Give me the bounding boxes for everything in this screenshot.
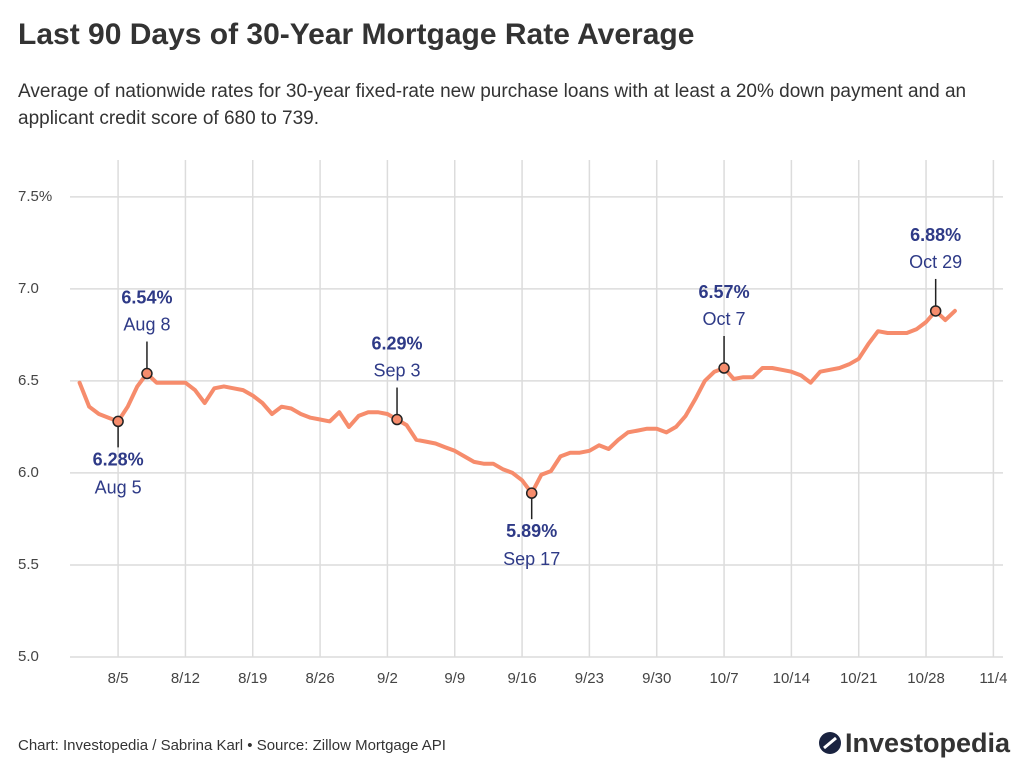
- annotation-point: [141, 367, 153, 380]
- chart-subtitle: Average of nationwide rates for 30-year …: [18, 81, 967, 129]
- y-tick-label: 6.5: [18, 372, 39, 389]
- brand-icon-mark: [823, 736, 837, 750]
- x-tick-label: 10/21: [840, 670, 878, 687]
- subtitle-box: Average of nationwide rates for 30-year …: [18, 81, 967, 129]
- x-tick-label: 9/9: [444, 670, 465, 687]
- y-tick-label: 5.0: [18, 648, 39, 665]
- y-tick-label: 7.5%: [18, 188, 52, 205]
- annotation-value: 6.54%: [121, 288, 172, 308]
- annotation-date: Oct 7: [703, 309, 746, 329]
- x-tick-label: 9/2: [377, 670, 398, 687]
- rate-line: [77, 308, 957, 496]
- annotation-point: [525, 487, 538, 499]
- annotation-value: 5.89%: [506, 521, 557, 541]
- x-tick-label: 9/30: [642, 670, 671, 687]
- annotation-value: 6.57%: [699, 282, 750, 302]
- x-tick-label: 9/23: [575, 670, 604, 687]
- x-tick-label: 8/19: [238, 670, 267, 687]
- annotation-date: Aug 8: [123, 315, 170, 335]
- annotation-date: Sep 17: [503, 549, 560, 569]
- chart-title: Last 90 Days of 30-Year Mortgage Rate Av…: [18, 18, 694, 51]
- x-tick-label: 10/7: [709, 670, 738, 687]
- x-tick-label: 9/16: [507, 670, 536, 687]
- x-tick-label: 11/4: [979, 670, 1007, 687]
- x-tick-label: 8/12: [171, 670, 200, 687]
- annotation-point: [929, 305, 942, 317]
- annotation-point: [391, 413, 403, 426]
- annotation-date: Sep 3: [374, 361, 421, 381]
- y-tick-label: 5.5: [18, 556, 39, 573]
- annotation-point: [112, 415, 124, 428]
- x-tick-label: 8/5: [108, 670, 129, 687]
- x-tick-label: 8/26: [305, 670, 334, 687]
- brand: Investopedia: [845, 728, 1011, 758]
- annotation-date: Oct 29: [909, 252, 962, 272]
- y-tick-label: 6.0: [18, 464, 39, 481]
- annotation-point: [718, 362, 730, 374]
- annotation-value: 6.28%: [93, 449, 144, 469]
- annotation-value: 6.88%: [910, 225, 961, 245]
- annotation-date: Aug 5: [95, 477, 142, 497]
- x-tick-label: 10/28: [907, 670, 945, 687]
- x-tick-label: 10/14: [773, 670, 811, 687]
- source: Chart: Investopedia / Sabrina Karl • Sou…: [18, 737, 446, 754]
- annotation-value: 6.29%: [372, 334, 423, 354]
- y-tick-label: 7.0: [18, 280, 39, 297]
